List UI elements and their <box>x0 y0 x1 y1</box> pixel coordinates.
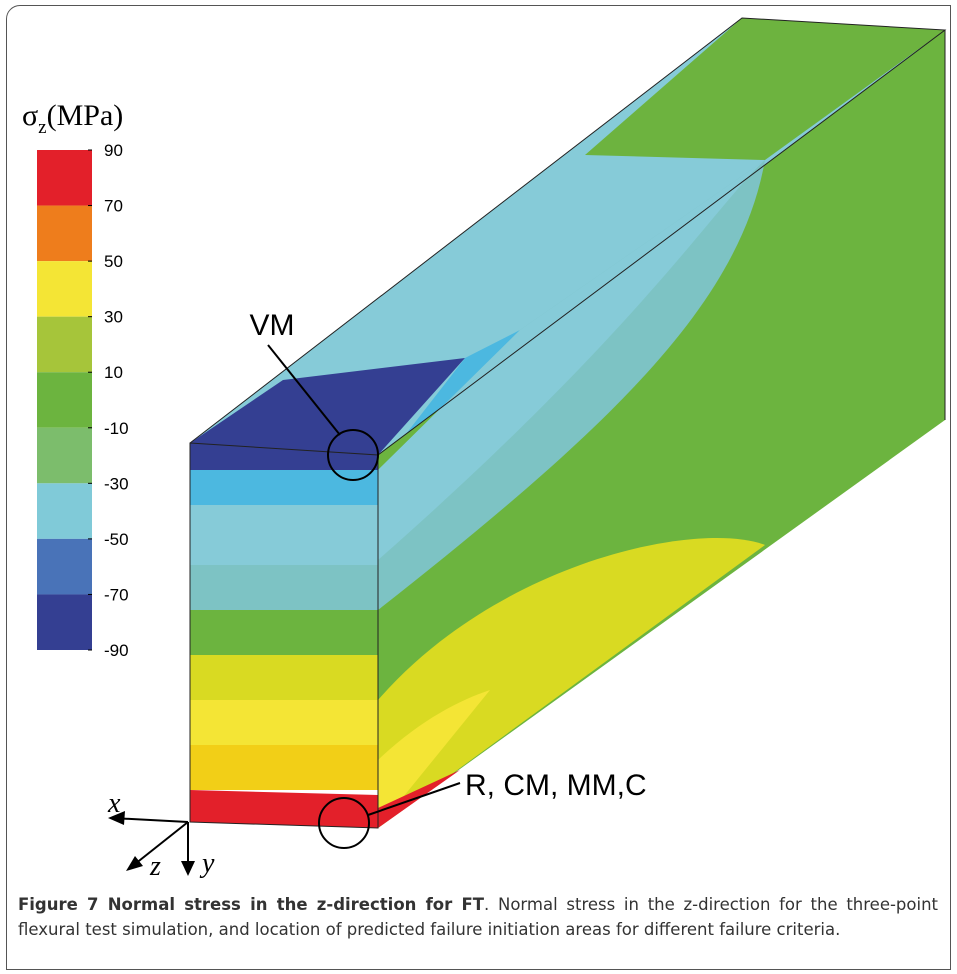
leader <box>367 782 461 816</box>
side-red <box>378 770 460 828</box>
side-yellow2 <box>378 690 490 828</box>
axis-arrow <box>111 817 189 823</box>
edge <box>189 17 947 456</box>
colorbar-label: -70 <box>104 585 129 604</box>
front-band <box>190 700 378 745</box>
colorbar-label: 90 <box>104 141 123 160</box>
front-band <box>190 610 378 655</box>
arrowhead <box>108 811 125 825</box>
colorbar-band <box>37 594 92 650</box>
front-band <box>190 470 378 505</box>
top-green <box>585 18 945 160</box>
side-lightblue <box>378 160 765 560</box>
side-teal <box>378 160 765 610</box>
edge <box>189 442 379 829</box>
front-band <box>190 655 378 700</box>
colorbar-label: 30 <box>104 308 123 327</box>
colorbar-label: -50 <box>104 530 129 549</box>
top-dark <box>190 358 465 455</box>
axis-arrow <box>129 821 189 869</box>
failure-label: R, CM, MM,C <box>465 769 647 802</box>
colorbar-band <box>37 483 92 539</box>
colorbar-band <box>37 261 92 317</box>
legend-subscript: z <box>38 117 46 138</box>
front-band <box>190 565 378 610</box>
circle-marker <box>327 429 379 481</box>
circle-marker <box>318 797 370 849</box>
legend-symbol: σ <box>22 99 38 132</box>
front-band <box>190 505 378 565</box>
vm-label: VM <box>250 309 295 342</box>
arrowhead <box>181 861 195 876</box>
colorbar-band <box>37 205 92 262</box>
front-band <box>190 790 378 828</box>
legend-unit: (MPa) <box>47 99 124 132</box>
colorbar-band <box>37 427 92 484</box>
colorbar-label: 50 <box>104 252 123 271</box>
colorbar-band <box>37 150 92 206</box>
front-band <box>190 745 378 790</box>
colorbar-label: -10 <box>104 419 129 438</box>
colorbar-label: -90 <box>104 641 129 660</box>
caption: Figure 7 Normal stress in the z-directio… <box>18 892 938 942</box>
colorbar-band <box>37 538 92 595</box>
figure: VM R, CM, MM,C x z y σz(MPa) 9070503010-… <box>22 17 947 882</box>
figure-frame <box>6 5 951 970</box>
colorbar-label: 70 <box>104 197 123 216</box>
colorbar-band <box>37 372 92 428</box>
colorbar-label: 10 <box>104 363 123 382</box>
axis-y: y <box>199 848 215 879</box>
colorbar-band <box>37 316 92 373</box>
leader <box>267 344 341 436</box>
axis-z: z <box>149 851 161 882</box>
side-yellow <box>378 538 765 828</box>
caption-label: Figure 7 Normal stress in the z-directio… <box>18 895 485 914</box>
colorbar-label: -30 <box>104 474 129 493</box>
caption-text: . Normal stress in the z-direction for t… <box>18 895 939 939</box>
legend-title: σz(MPa) <box>22 99 123 138</box>
axis-x: x <box>107 788 121 819</box>
arrowhead <box>126 856 143 871</box>
